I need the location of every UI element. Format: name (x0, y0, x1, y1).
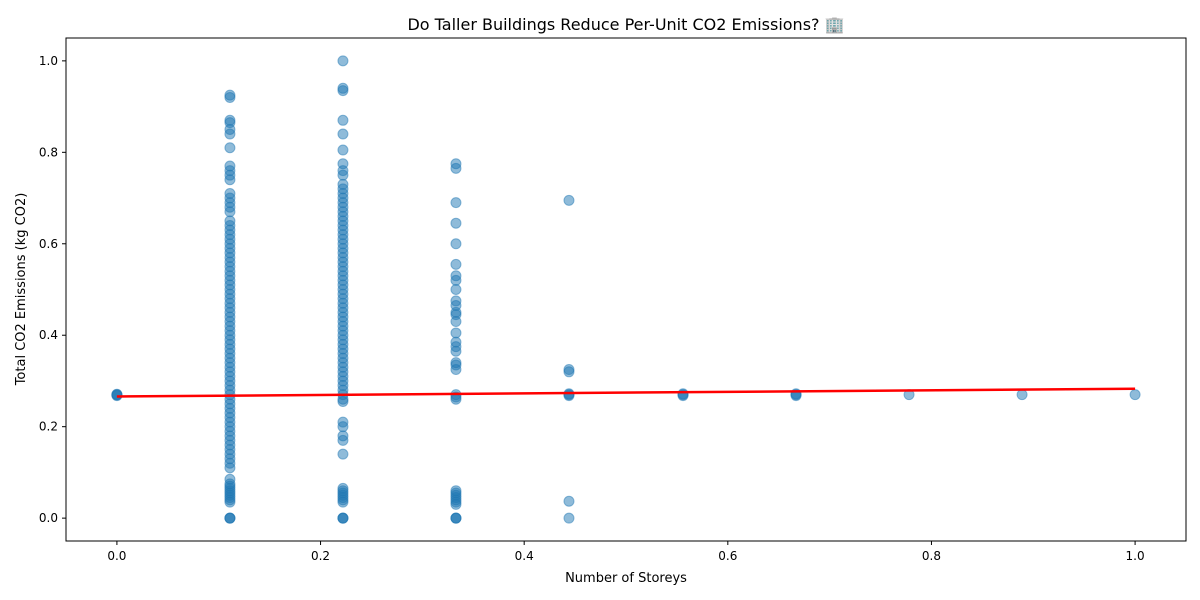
data-point (337, 82, 349, 94)
data-points (111, 55, 1141, 524)
data-point (450, 295, 462, 307)
data-point (563, 512, 575, 524)
data-point (450, 284, 462, 295)
trend-line-group (116, 387, 1136, 398)
x-tick-label: 0.0 (107, 549, 126, 563)
data-point (1016, 389, 1028, 401)
data-point (337, 158, 349, 170)
data-point (224, 142, 236, 154)
plot-frame (65, 37, 1187, 542)
data-point (337, 128, 349, 140)
data-point (224, 473, 236, 485)
y-tick-label: 1.0 (39, 54, 58, 68)
data-point (337, 178, 349, 190)
data-point (224, 89, 236, 101)
chart-title: Do Taller Buildings Reduce Per-Unit CO2 … (407, 15, 844, 34)
data-point (337, 55, 349, 67)
x-axis-label: Number of Storeys (565, 571, 687, 586)
data-point (450, 512, 462, 524)
data-point (1129, 389, 1141, 401)
y-tick-label: 0.2 (39, 420, 58, 434)
data-point (337, 416, 349, 428)
data-point (677, 388, 689, 400)
data-point (224, 512, 236, 524)
data-point (224, 215, 236, 227)
data-point (337, 448, 349, 460)
x-tick-label: 0.8 (922, 549, 941, 563)
data-point (224, 160, 236, 172)
y-axis-label: Total CO2 Emissions (kg CO2) (14, 193, 29, 387)
y-tick-label: 0.8 (39, 145, 58, 159)
data-point (337, 482, 349, 494)
data-point (337, 430, 349, 442)
x-tick-label: 0.2 (311, 549, 330, 563)
y-axis: 0.0 0.2 0.4 0.6 0.8 1.0 (39, 54, 66, 525)
data-point (450, 238, 462, 250)
data-point (450, 336, 462, 348)
data-point (563, 364, 575, 376)
data-point (337, 512, 349, 524)
data-point (450, 485, 462, 497)
data-point (450, 158, 462, 170)
data-point (224, 187, 236, 199)
data-point (450, 270, 462, 282)
x-axis: 0.0 0.2 0.4 0.6 0.8 1.0 (107, 541, 1145, 563)
data-point (450, 258, 462, 270)
data-point (563, 495, 575, 507)
data-point (450, 217, 462, 229)
data-point (337, 144, 349, 156)
y-tick-label: 0.0 (39, 511, 58, 525)
data-point (563, 194, 575, 206)
data-point (450, 357, 462, 369)
x-tick-label: 0.4 (515, 549, 534, 563)
data-point (337, 114, 349, 126)
x-tick-label: 1.0 (1126, 549, 1145, 563)
data-point (450, 327, 462, 339)
y-tick-label: 0.4 (39, 328, 58, 342)
trend-line (116, 387, 1136, 398)
x-tick-label: 0.6 (718, 549, 737, 563)
y-tick-label: 0.6 (39, 237, 58, 251)
data-point (450, 197, 462, 209)
data-point (224, 114, 236, 126)
